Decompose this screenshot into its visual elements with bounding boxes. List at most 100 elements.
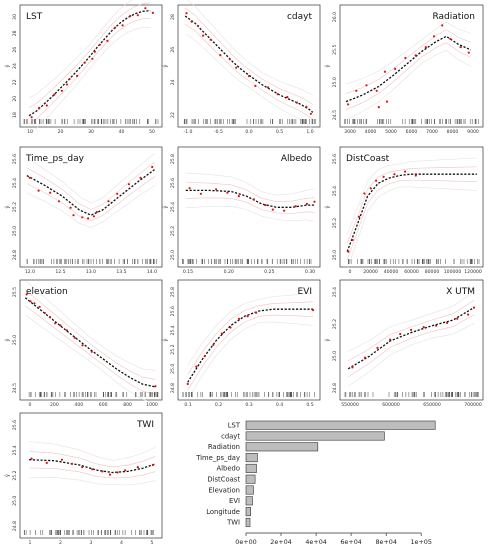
envelope-line [187,321,314,400]
data-point [467,51,470,54]
data-point [377,106,380,109]
data-point [144,7,147,10]
panel-frame [19,4,163,128]
data-point [219,54,222,57]
importance-bar [245,496,253,506]
envelope-line [346,179,477,260]
data-point [209,38,212,41]
data-point [435,324,438,327]
importance-bar-label: TWI [226,519,240,527]
data-point [53,93,56,96]
panel-radiation: 3000 4000 5000 6000 7000 8000 9000 24.5 25.0 25.5… [324,4,484,135]
data-point [136,14,139,17]
data-point [108,473,112,476]
x-tick-label: 12.0 [25,269,35,275]
data-point [363,192,366,195]
data-point [60,458,64,461]
y-axis-label: ŷ [4,474,11,477]
fitted-line [347,307,475,370]
data-point [404,56,407,60]
data-point [237,195,240,198]
envelope-line [345,50,471,120]
y-tick-label: 25.0 [170,364,176,374]
fitted-line [24,297,156,388]
data-point [68,78,71,81]
data-point [25,293,28,296]
y-tick-label: 25.0 [332,351,338,361]
importance-bar [245,431,385,441]
y-tick-label: 24.8 [170,383,176,393]
envelope-line [28,0,133,99]
y-axis-label: ŷ [4,205,11,208]
x-tick-label: 10 [27,129,33,135]
importance-tick-label: 6e+04 [340,538,361,546]
envelope-line [26,161,156,210]
envelope-line [25,305,156,395]
importance-bar-label: LST [228,422,241,430]
y-tick-label: 25.6 [12,154,18,164]
y-tick-label: 24 [12,63,18,69]
x-tick-label: 40 [119,129,125,135]
envelope-line [185,197,315,214]
y-tick-label: 25.4 [332,186,338,196]
y-tick-label: 26.0 [332,12,338,22]
envelope-line [348,291,475,352]
data-point [422,326,425,329]
panel-title: elevation [26,287,68,297]
data-point [106,39,109,43]
y-tick-label: 25.6 [170,178,176,188]
importance-bar [245,420,436,430]
x-tick-label: 650000 [423,402,441,408]
x-tick-label: 5 [151,540,154,546]
fitted-line [345,35,472,103]
x-tick-label: 9000 [467,129,479,135]
y-tick-label: 22 [170,112,176,118]
importance-bar [245,485,254,495]
importance-bar-label: Albedo [216,465,240,473]
data-point [38,106,41,109]
data-point [215,188,218,191]
data-point [375,89,378,92]
x-tick-label: 2 [59,540,62,546]
data-point [70,462,74,465]
y-tick-label: 25.4 [170,325,176,335]
data-point [365,84,368,87]
y-tick-label: 24.8 [12,521,18,531]
y-axis-label: ŷ [162,64,169,67]
data-point [385,100,389,103]
y-tick-label: 20 [12,96,18,102]
importance-bar-label: DistCoast [207,476,240,484]
data-point [98,43,101,46]
importance-bar [245,507,251,517]
x-tick-label: 0.0 [245,129,252,135]
data-point [93,50,96,53]
data-point [414,174,417,177]
data-point [351,238,354,242]
x-tick-label: 700000 [464,402,482,408]
envelope-line [187,314,314,391]
data-point [295,101,298,104]
x-tick-label: 4 [120,540,123,546]
y-tick-label: 28 [170,14,176,20]
data-point [369,187,372,190]
panel-title: cdayt [287,12,313,22]
data-point [129,14,132,18]
data-point [73,336,76,339]
envelope-line [345,42,471,110]
y-tick-label: 25.6 [12,420,18,430]
x-tick-label: 0.2 [215,402,222,408]
data-point [313,200,316,203]
data-point [151,463,154,467]
panel-lst: 10 20 30 40 50 18 20 22 24 26 28 30 ŷ LST [4,0,163,135]
data-point [151,11,154,14]
y-tick-label: 28 [12,30,18,36]
data-point [312,309,315,312]
y-tick-label: 25.2 [332,319,338,329]
data-point [441,24,444,27]
importance-tick-label: 2e+04 [270,538,291,546]
y-axis-label: ŷ [4,338,11,341]
panel-title: DistCoast [346,154,390,164]
panel-frame [19,279,163,401]
x-tick-label: 800 [123,402,132,408]
data-point [283,209,286,212]
